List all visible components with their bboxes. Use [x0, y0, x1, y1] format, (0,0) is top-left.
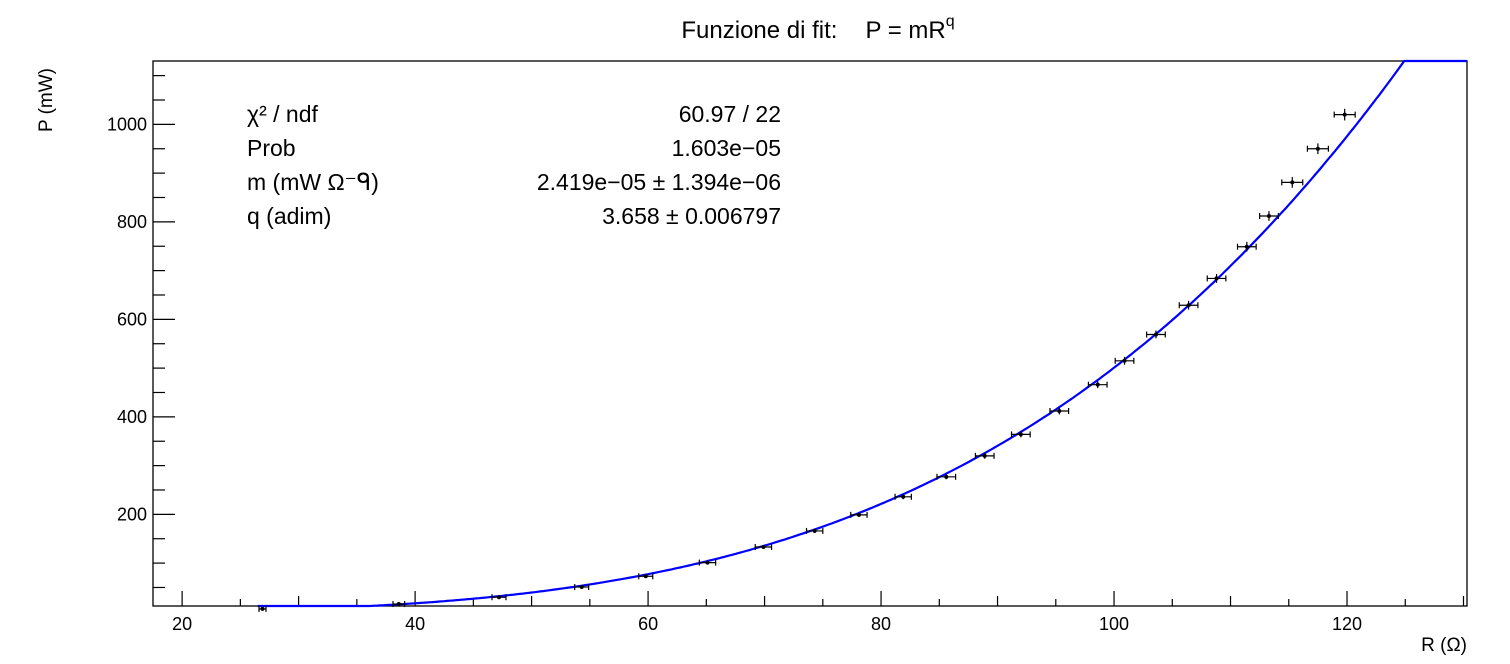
data-point	[1178, 300, 1199, 310]
point-marker	[944, 474, 949, 479]
stat-value: 2.419e−05 ± 1.394e−06	[537, 169, 781, 195]
y-axis-label: P (mW)	[36, 68, 57, 132]
point-marker	[1244, 244, 1249, 249]
point-marker	[496, 595, 501, 600]
point-marker	[982, 453, 987, 458]
plot-frame	[152, 60, 1468, 607]
data-point	[1049, 407, 1070, 415]
point-marker	[1095, 382, 1100, 387]
data-points	[258, 108, 1356, 612]
data-point	[1306, 143, 1329, 155]
data-point	[1236, 241, 1257, 252]
stat-label: χ² / ndf	[247, 101, 318, 127]
point-marker	[1122, 358, 1127, 363]
point-marker	[1342, 112, 1347, 117]
point-marker	[1057, 409, 1062, 414]
point-marker	[1153, 332, 1158, 337]
y-tick-label: 1000	[107, 114, 147, 134]
point-marker	[812, 528, 817, 533]
point-marker	[761, 545, 766, 550]
chart-title: Funzione di fit: P = mRq	[681, 13, 954, 44]
data-point	[805, 527, 824, 534]
point-marker	[705, 560, 710, 565]
point-marker	[1018, 432, 1023, 437]
data-point	[1010, 431, 1031, 438]
data-point	[638, 573, 654, 580]
stats-box: χ² / ndf 60.97 / 22 Prob 1.603e−05 m (mW Ω⁻ᑫ…	[247, 101, 781, 229]
stat-label: m (mW Ω⁻ᑫ)	[247, 169, 379, 195]
point-marker	[1266, 214, 1271, 219]
x-tick-label: 120	[1332, 614, 1362, 634]
x-tick-label: 20	[172, 614, 192, 634]
stat-value: 60.97 / 22	[679, 101, 781, 127]
y-tick-label: 400	[117, 407, 147, 427]
y-tick-label: 600	[117, 309, 147, 329]
fit-curve	[257, 59, 1467, 608]
data-point	[974, 452, 995, 459]
stat-value: 3.658 ± 0.006797	[602, 203, 781, 229]
data-point	[754, 544, 773, 551]
data-point	[1333, 108, 1356, 121]
point-marker	[396, 602, 401, 607]
point-marker	[1290, 180, 1295, 185]
point-marker	[1186, 303, 1191, 308]
data-point	[698, 559, 717, 566]
point-marker	[579, 584, 584, 589]
title-exponent: q	[946, 13, 955, 30]
stat-value: 1.603e−05	[672, 135, 781, 161]
point-marker	[856, 512, 861, 517]
fit-line	[257, 59, 1467, 608]
point-marker	[1214, 276, 1219, 281]
point-marker	[1315, 146, 1320, 151]
x-tick-label: 60	[638, 614, 658, 634]
stat-label: q (adim)	[247, 203, 331, 229]
data-point	[1146, 330, 1166, 339]
title-formula: P = mR	[865, 17, 945, 44]
title-prefix: Funzione di fit:	[681, 17, 837, 44]
x-axis-label: R (Ω)	[1421, 635, 1467, 656]
data-point	[894, 493, 912, 500]
point-marker	[643, 574, 648, 579]
data-point	[850, 511, 868, 518]
axes	[152, 60, 1468, 607]
point-marker	[901, 494, 906, 499]
data-point	[1087, 381, 1108, 389]
data-point	[574, 583, 590, 590]
ticks: 20 40 60 80 100 120 200 400 600 800 1000	[107, 75, 1465, 634]
y-tick-label: 200	[117, 504, 147, 524]
stat-label: Prob	[247, 135, 296, 161]
data-point	[936, 473, 957, 480]
data-point	[258, 605, 267, 612]
point-marker	[260, 606, 265, 611]
x-tick-label: 40	[405, 614, 425, 634]
data-point	[1206, 274, 1227, 283]
x-tick-label: 80	[871, 614, 891, 634]
data-point	[1114, 356, 1135, 365]
data-point	[1259, 211, 1279, 221]
data-point	[491, 594, 507, 601]
y-tick-label: 800	[117, 212, 147, 232]
x-tick-label: 100	[1099, 614, 1129, 634]
data-point	[392, 601, 406, 608]
data-point	[1281, 177, 1304, 188]
